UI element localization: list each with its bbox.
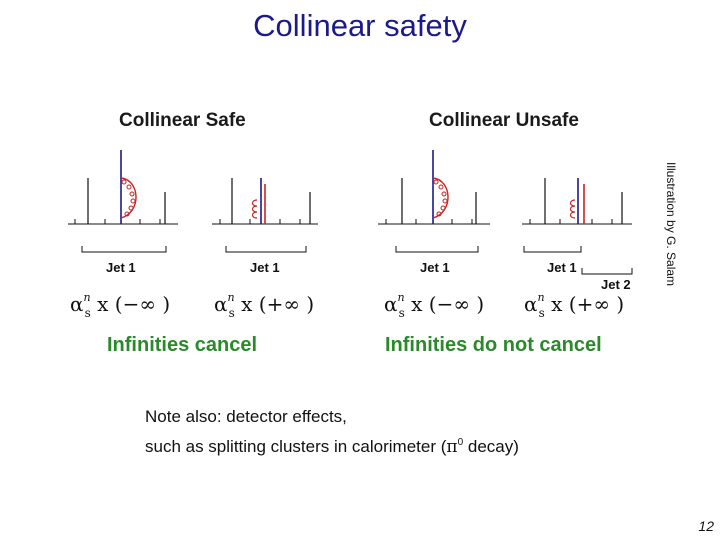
safe-real-formula: αns x (+∞ ): [214, 291, 315, 320]
page-number: 12: [698, 518, 714, 534]
unsafe-real-panel: [522, 178, 633, 275]
jet2-bracket: [581, 268, 633, 275]
jet-bracket: [81, 246, 167, 253]
collinear-safe-heading: Collinear Safe: [119, 110, 246, 131]
collinear-unsafe-heading: Collinear Unsafe: [429, 110, 579, 131]
unsafe-virtual-formula: αns x (−∞ ): [384, 291, 485, 320]
safe-virtual-formula: αns x (−∞ ): [70, 291, 171, 320]
note-line-1: Note also: detector effects,: [145, 407, 347, 426]
unsafe-virtual-jet-label: Jet 1: [420, 260, 450, 275]
gluon-coil: [251, 199, 258, 219]
unsafe-real-jet1-label: Jet 1: [547, 260, 577, 275]
safe-real-panel: [212, 178, 318, 253]
unsafe-real-jet2-label: Jet 2: [601, 277, 631, 292]
slide-title: Collinear safety: [253, 8, 467, 43]
gluon-coil: [569, 199, 576, 219]
note-line-2: such as splitting clusters in calorimete…: [145, 437, 519, 457]
safe-virtual-panel: [68, 150, 178, 253]
unsafe-result-text: Infinities do not cancel: [385, 334, 602, 356]
detector-effects-note: Note also: detector effects, such as spl…: [145, 404, 519, 460]
unsafe-real-formula: αns x (+∞ ): [524, 291, 625, 320]
safe-result-text: Infinities cancel: [107, 334, 258, 356]
unsafe-virtual-panel: [378, 150, 490, 253]
jet-bracket: [225, 246, 307, 253]
jet-bracket: [395, 246, 479, 253]
safe-virtual-jet-label: Jet 1: [106, 260, 136, 275]
safe-real-jet-label: Jet 1: [250, 260, 280, 275]
jet1-bracket: [523, 246, 582, 253]
